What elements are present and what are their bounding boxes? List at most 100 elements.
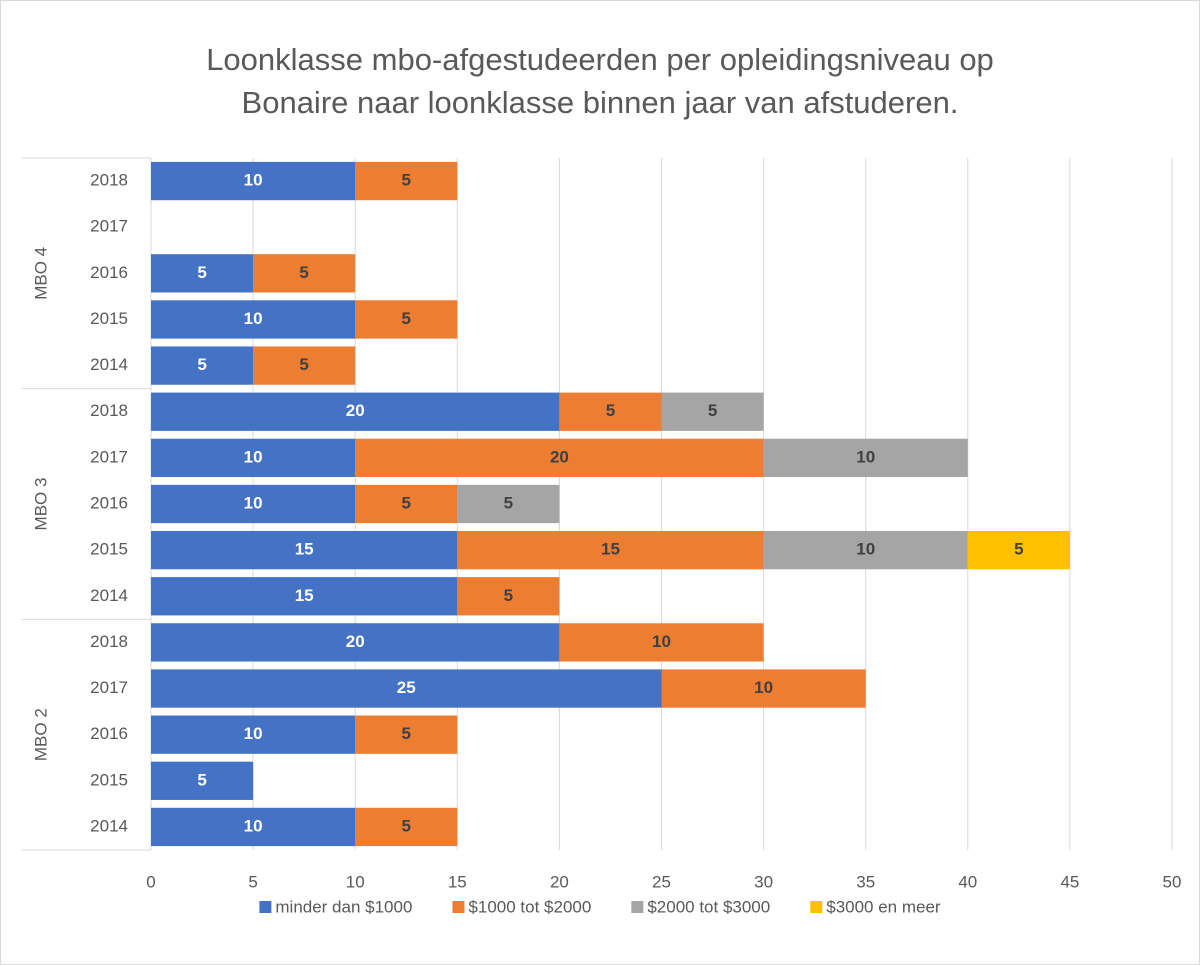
data-label: 10 bbox=[244, 816, 263, 835]
data-label: 5 bbox=[504, 493, 513, 512]
data-label: 20 bbox=[346, 632, 365, 651]
y-tick-label: 2015 bbox=[90, 540, 128, 559]
data-label: 15 bbox=[295, 540, 314, 559]
bar-segment bbox=[151, 392, 560, 431]
legend-swatch bbox=[810, 901, 823, 913]
data-label: 5 bbox=[299, 263, 308, 282]
data-label: 10 bbox=[856, 447, 875, 466]
data-label: 10 bbox=[754, 678, 773, 697]
x-tick-label: 45 bbox=[1060, 872, 1079, 891]
bar-segment bbox=[151, 346, 254, 385]
bar-segment bbox=[151, 484, 356, 524]
data-label: 5 bbox=[402, 724, 411, 743]
x-tick-label: 10 bbox=[346, 872, 365, 891]
y-tick-label: 2017 bbox=[90, 217, 128, 236]
bar-segment bbox=[253, 254, 356, 293]
bar-segment bbox=[355, 438, 764, 478]
bar-segment bbox=[355, 161, 458, 201]
data-label: 5 bbox=[197, 770, 206, 789]
x-tick-label: 30 bbox=[754, 872, 773, 891]
data-label: 15 bbox=[601, 540, 620, 559]
bar-segment bbox=[661, 669, 866, 708]
data-label: 20 bbox=[550, 447, 569, 466]
x-tick-label: 35 bbox=[856, 872, 875, 891]
bar-segment bbox=[151, 530, 458, 570]
bar-segment bbox=[457, 577, 560, 616]
legend-swatch bbox=[452, 901, 465, 913]
bar-segment bbox=[457, 530, 764, 570]
data-label: 5 bbox=[299, 355, 308, 374]
x-tick-label: 20 bbox=[550, 872, 569, 891]
group-label: MBO 3 bbox=[31, 478, 50, 531]
bar-segment bbox=[151, 807, 356, 847]
group-label: MBO 2 bbox=[31, 708, 50, 761]
bar-segment bbox=[355, 300, 458, 339]
bar-segment bbox=[151, 577, 458, 616]
data-label: 10 bbox=[244, 724, 263, 743]
data-label: 10 bbox=[244, 493, 263, 512]
data-label: 10 bbox=[244, 171, 263, 190]
data-label: 10 bbox=[652, 632, 671, 651]
bar-segment bbox=[559, 392, 662, 431]
bar-segment bbox=[355, 484, 458, 524]
y-tick-label: 2016 bbox=[90, 493, 128, 512]
y-tick-label: 2014 bbox=[90, 586, 128, 605]
legend-label: minder dan $1000 bbox=[275, 897, 412, 916]
bar-segment bbox=[151, 669, 662, 708]
data-label: 5 bbox=[197, 263, 206, 282]
data-label: 25 bbox=[397, 678, 416, 697]
x-tick-label: 25 bbox=[652, 872, 671, 891]
legend-swatch bbox=[631, 901, 644, 913]
data-label: 5 bbox=[1014, 540, 1023, 559]
bar-segment bbox=[151, 300, 356, 339]
y-tick-label: 2017 bbox=[90, 678, 128, 697]
data-label: 15 bbox=[295, 586, 314, 605]
bar-segment bbox=[151, 254, 254, 293]
data-label: 5 bbox=[606, 401, 615, 420]
y-tick-label: 2018 bbox=[90, 401, 128, 420]
data-label: 20 bbox=[346, 401, 365, 420]
group-label: MBO 4 bbox=[31, 247, 50, 300]
bar-segment bbox=[457, 484, 560, 524]
data-label: 5 bbox=[708, 401, 717, 420]
y-tick-label: 2015 bbox=[90, 309, 128, 328]
bar-segment bbox=[151, 438, 356, 478]
bar-segment bbox=[151, 715, 356, 754]
data-label: 10 bbox=[244, 309, 263, 328]
legend-label: $2000 tot $3000 bbox=[647, 897, 770, 916]
bar-segment bbox=[151, 623, 560, 662]
bar-segment bbox=[763, 438, 968, 478]
x-tick-label: 40 bbox=[958, 872, 977, 891]
data-label: 5 bbox=[402, 171, 411, 190]
bar-segment bbox=[661, 392, 764, 431]
y-tick-label: 2016 bbox=[90, 724, 128, 743]
bar-segment bbox=[253, 346, 356, 385]
y-tick-label: 2014 bbox=[90, 355, 128, 374]
data-label: 5 bbox=[504, 586, 513, 605]
y-tick-label: 2015 bbox=[90, 770, 128, 789]
bar-segment bbox=[355, 715, 458, 754]
data-label: 5 bbox=[402, 493, 411, 512]
bar-segment bbox=[151, 761, 254, 800]
x-tick-label: 50 bbox=[1163, 872, 1182, 891]
x-tick-label: 0 bbox=[146, 872, 155, 891]
x-tick-label: 15 bbox=[448, 872, 467, 891]
x-tick-label: 5 bbox=[248, 872, 257, 891]
bar-segment bbox=[151, 161, 356, 201]
legend-label: $3000 en meer bbox=[826, 897, 941, 916]
chart-title: Loonklasse mbo-afgestudeerden per opleid… bbox=[206, 42, 994, 120]
y-tick-label: 2016 bbox=[90, 263, 128, 282]
bar-segment bbox=[763, 530, 968, 570]
bar-segment bbox=[967, 530, 1070, 570]
bar-segment bbox=[559, 623, 764, 662]
legend-label: $1000 tot $2000 bbox=[468, 897, 591, 916]
y-tick-label: 2018 bbox=[90, 171, 128, 190]
y-tick-label: 2018 bbox=[90, 632, 128, 651]
y-tick-label: 2014 bbox=[90, 816, 128, 835]
y-tick-label: 2017 bbox=[90, 447, 128, 466]
bar-segment bbox=[355, 807, 458, 847]
data-label: 5 bbox=[402, 309, 411, 328]
data-label: 10 bbox=[244, 447, 263, 466]
data-label: 5 bbox=[402, 816, 411, 835]
